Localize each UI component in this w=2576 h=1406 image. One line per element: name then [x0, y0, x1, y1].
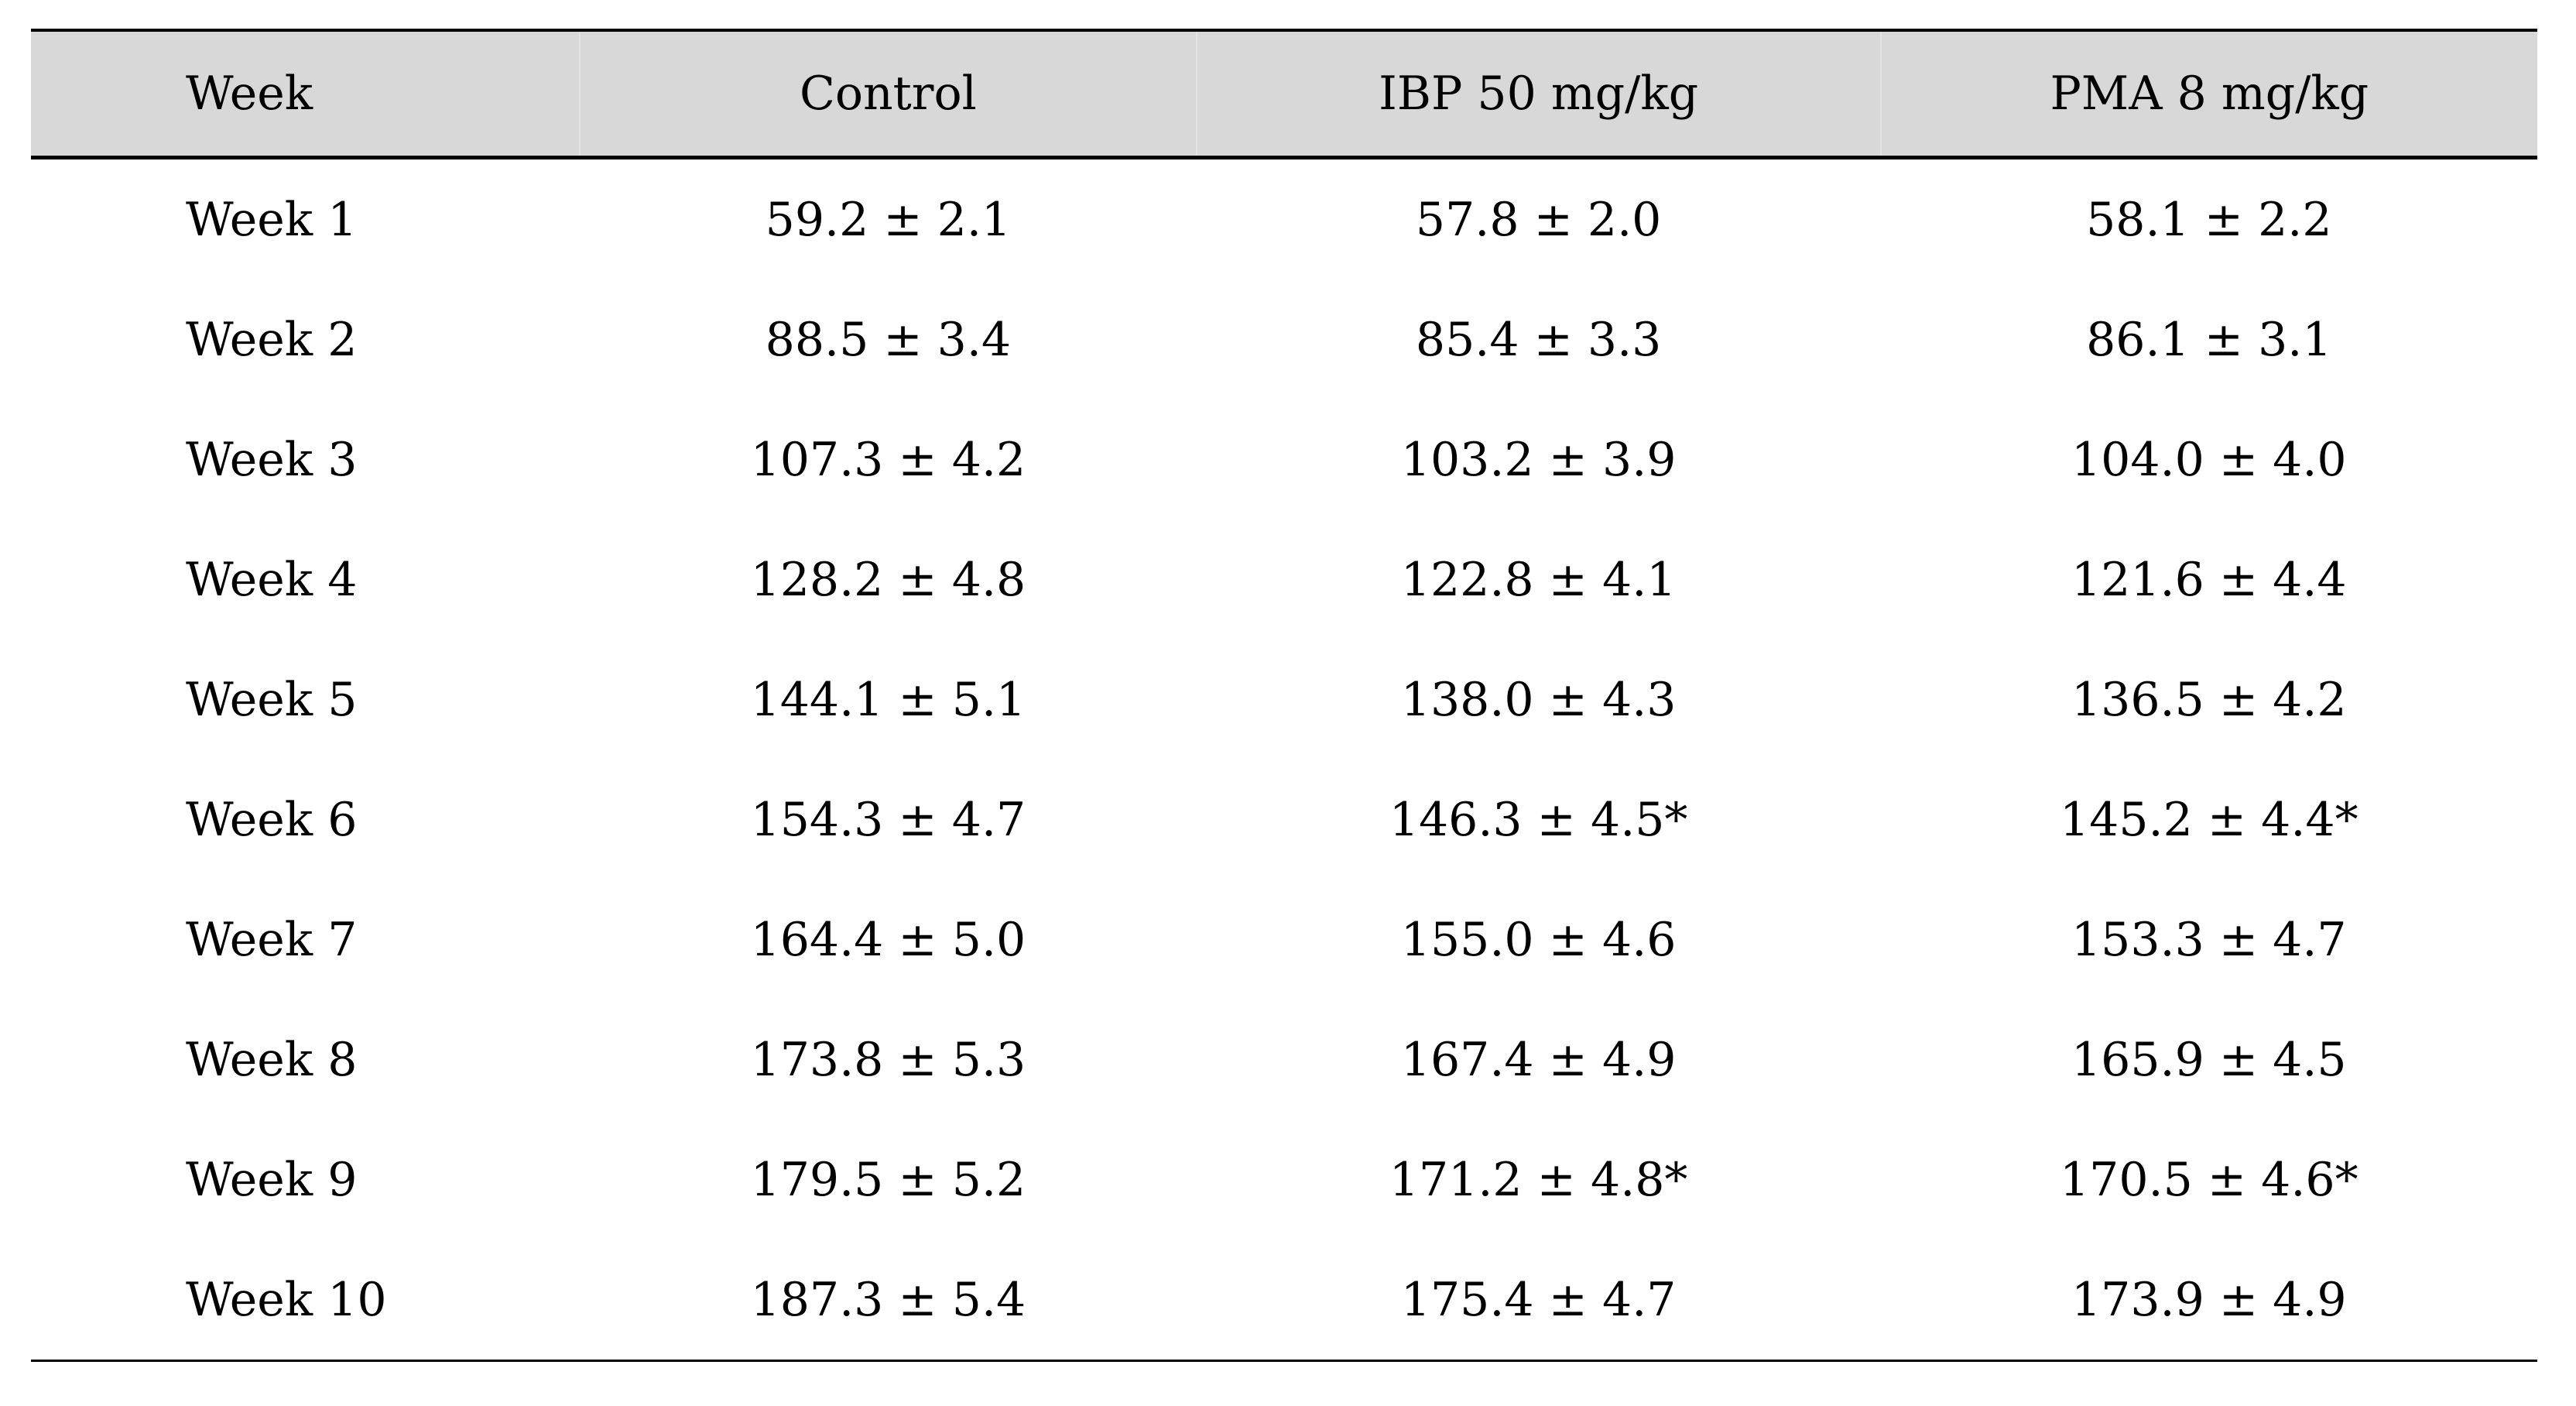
ibp-value: 146.3 ± 4.5* [1389, 792, 1688, 847]
table-header: Week Control IBP 50 mg/kg PMA 8 mg/kg [31, 30, 2537, 159]
table-row: Week 1 59.2 ± 2.1 57.8 ± 2.0 58.1 ± 2.2 [31, 158, 2537, 280]
pma-value: 104.0 ± 4.0 [2071, 432, 2347, 487]
ibp-value: 103.2 ± 3.9 [1400, 432, 1677, 487]
week-label: Week 10 [186, 1272, 387, 1327]
table-row: Week 10 187.3 ± 5.4 175.4 ± 4.7 173.9 ± … [31, 1240, 2537, 1361]
table-row: Week 4 128.2 ± 4.8 122.8 ± 4.1 121.6 ± 4… [31, 520, 2537, 640]
week-label: Week 3 [186, 432, 358, 487]
week-label: Week 4 [186, 552, 358, 607]
pma-value: 165.9 ± 4.5 [2071, 1032, 2347, 1087]
table-body: Week 1 59.2 ± 2.1 57.8 ± 2.0 58.1 ± 2.2 … [31, 158, 2537, 1361]
pma-value: 170.5 ± 4.6* [2060, 1152, 2358, 1207]
pma-value: 136.5 ± 4.2 [2071, 672, 2347, 727]
week-label: Week 2 [186, 312, 358, 367]
ibp-value: 167.4 ± 4.9 [1400, 1032, 1677, 1087]
column-header-ibp: IBP 50 mg/kg [1195, 30, 1881, 159]
ibp-value: 138.0 ± 4.3 [1400, 672, 1677, 727]
control-value: 164.4 ± 5.0 [750, 912, 1026, 967]
ibp-value: 57.8 ± 2.0 [1415, 192, 1662, 247]
weekly-results-table: Week Control IBP 50 mg/kg PMA 8 mg/kg We… [31, 29, 2537, 1362]
control-value: 173.8 ± 5.3 [750, 1032, 1026, 1087]
week-label: Week 7 [186, 912, 358, 967]
ibp-value: 85.4 ± 3.3 [1415, 312, 1662, 367]
control-value: 107.3 ± 4.2 [750, 432, 1026, 487]
table-row: Week 7 164.4 ± 5.0 155.0 ± 4.6 153.3 ± 4… [31, 880, 2537, 1000]
pma-value: 173.9 ± 4.9 [2071, 1272, 2347, 1327]
week-label: Week 8 [186, 1032, 358, 1087]
table-row: Week 3 107.3 ± 4.2 103.2 ± 3.9 104.0 ± 4… [31, 400, 2537, 520]
table-row: Week 6 154.3 ± 4.7 146.3 ± 4.5* 145.2 ± … [31, 760, 2537, 880]
table-row: Week 8 173.8 ± 5.3 167.4 ± 4.9 165.9 ± 4… [31, 1000, 2537, 1120]
control-value: 144.1 ± 5.1 [750, 672, 1026, 727]
column-header-week: Week [31, 30, 581, 159]
week-label: Week 6 [186, 792, 358, 847]
week-label: Week 1 [186, 192, 358, 247]
pma-value: 145.2 ± 4.4* [2060, 792, 2358, 847]
header-row: Week Control IBP 50 mg/kg PMA 8 mg/kg [31, 30, 2537, 159]
ibp-value: 155.0 ± 4.6 [1400, 912, 1677, 967]
pma-value: 58.1 ± 2.2 [2086, 192, 2332, 247]
control-value: 187.3 ± 5.4 [750, 1272, 1026, 1327]
control-value: 179.5 ± 5.2 [750, 1152, 1026, 1207]
control-value: 128.2 ± 4.8 [750, 552, 1026, 607]
table-row: Week 2 88.5 ± 3.4 85.4 ± 3.3 86.1 ± 3.1 [31, 279, 2537, 400]
ibp-value: 171.2 ± 4.8* [1389, 1152, 1688, 1207]
control-value: 154.3 ± 4.7 [750, 792, 1026, 847]
table-row: Week 9 179.5 ± 5.2 171.2 ± 4.8* 170.5 ± … [31, 1120, 2537, 1240]
week-label: Week 9 [186, 1152, 358, 1207]
ibp-value: 122.8 ± 4.1 [1400, 552, 1677, 607]
pma-value: 86.1 ± 3.1 [2086, 312, 2332, 367]
week-label: Week 5 [186, 672, 358, 727]
ibp-value: 175.4 ± 4.7 [1400, 1272, 1677, 1327]
table-row: Week 5 144.1 ± 5.1 138.0 ± 4.3 136.5 ± 4… [31, 640, 2537, 760]
results-table-container: Week Control IBP 50 mg/kg PMA 8 mg/kg We… [31, 29, 2537, 1362]
column-header-pma: PMA 8 mg/kg [1879, 30, 2537, 159]
control-value: 59.2 ± 2.1 [765, 192, 1012, 247]
pma-value: 121.6 ± 4.4 [2071, 552, 2347, 607]
pma-value: 153.3 ± 4.7 [2071, 912, 2347, 967]
control-value: 88.5 ± 3.4 [765, 312, 1012, 367]
column-header-control: Control [579, 30, 1197, 159]
